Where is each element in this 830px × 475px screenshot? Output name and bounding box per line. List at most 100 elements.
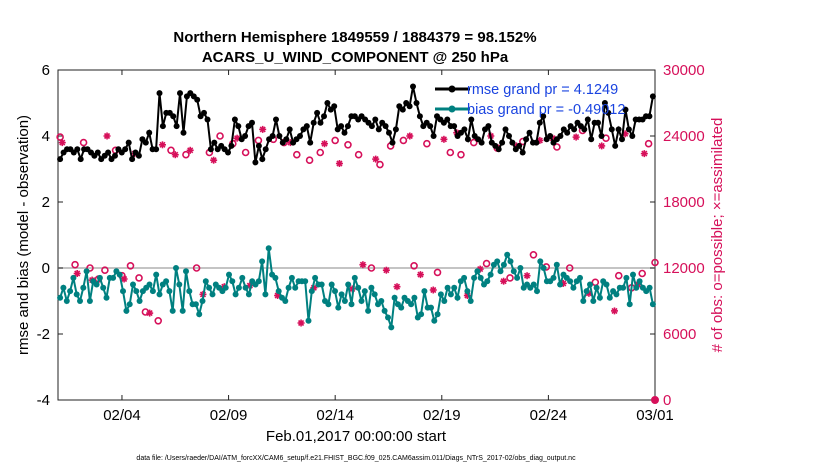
x-axis-label: Feb.01,2017 00:00:00 start xyxy=(266,428,447,445)
rmse-point xyxy=(255,142,262,149)
obs-possible-marker xyxy=(614,271,623,280)
bias-point xyxy=(116,271,123,278)
bias-point xyxy=(606,294,613,301)
obs-assimilated-marker xyxy=(523,272,531,280)
bias-point xyxy=(537,258,544,265)
bias-point xyxy=(408,301,415,308)
bias-point xyxy=(70,274,77,281)
obs-assimilated-marker xyxy=(259,125,267,133)
obs-possible-marker xyxy=(565,264,574,272)
bias-point xyxy=(302,278,309,285)
bias-point xyxy=(504,251,511,258)
obs-assimilated-marker xyxy=(297,319,305,327)
rmse-point xyxy=(341,129,348,136)
rmse-point xyxy=(595,119,601,126)
legend-swatch-marker xyxy=(448,105,456,113)
bias-point xyxy=(434,311,441,318)
bias-point xyxy=(93,281,100,288)
rmse-point xyxy=(382,123,389,130)
bias-point xyxy=(534,288,540,295)
y-right-tick-label: 24000 xyxy=(663,128,705,145)
bias-point xyxy=(206,284,213,291)
obs-zero-endpoint-marker xyxy=(651,396,659,404)
rmse-point xyxy=(259,156,266,163)
rmse-point xyxy=(269,133,276,139)
obs-possible-marker xyxy=(457,150,465,159)
rmse-point xyxy=(159,123,166,130)
bias-point xyxy=(388,324,395,331)
bias-point xyxy=(239,274,246,281)
bias-point xyxy=(120,288,126,295)
obs-assimilated-marker xyxy=(429,286,437,294)
obs-possible-marker xyxy=(101,266,109,275)
obs-assimilated-marker xyxy=(598,142,606,150)
obs-assimilated-stroke xyxy=(172,151,179,158)
rmse-point xyxy=(615,126,622,133)
bias-point xyxy=(110,274,117,281)
bias-point xyxy=(437,291,444,298)
bias-point xyxy=(235,284,242,291)
bias-point xyxy=(467,298,474,304)
bias-point xyxy=(123,307,130,314)
rmse-point xyxy=(372,116,379,123)
obs-assimilated-stroke xyxy=(74,270,81,277)
obs-assimilated-stroke xyxy=(611,307,618,314)
y-left-tick-label: 2 xyxy=(42,194,50,211)
rmse-point xyxy=(314,109,321,116)
obs-possible-marker xyxy=(469,138,478,147)
y-left-tick-label: 0 xyxy=(42,260,50,277)
obs-possible-marker xyxy=(254,136,263,145)
obs-assimilated-stroke xyxy=(573,134,580,141)
x-tick-label: 02/09 xyxy=(210,407,248,424)
rmse-point xyxy=(77,156,84,163)
rmse-point xyxy=(506,133,512,139)
y-right-tick-label: 6000 xyxy=(663,326,696,343)
obs-possible-marker xyxy=(79,138,88,147)
legend: rmse grand pr = 4.1249 bias grand pr = -0… xyxy=(435,82,625,118)
bias-point xyxy=(510,268,517,275)
bias-point xyxy=(100,284,107,291)
rmse-point xyxy=(598,133,605,139)
bias-point xyxy=(282,298,289,304)
rmse-point xyxy=(649,93,656,100)
rmse-point xyxy=(317,119,324,126)
obs-possible-marker xyxy=(433,268,442,277)
bias-point xyxy=(245,291,252,298)
rmse-point xyxy=(564,129,571,136)
rmse-point xyxy=(286,126,293,133)
obs-possible-marker xyxy=(529,251,538,259)
bias-point xyxy=(428,304,434,311)
obs-possible-marker xyxy=(506,274,514,282)
rmse-point xyxy=(125,139,132,146)
rmse-point xyxy=(129,156,136,163)
obs-assimilated-stroke xyxy=(121,275,128,283)
bias-point xyxy=(461,274,468,281)
y-left-tick-label: 6 xyxy=(42,62,50,79)
obs-possible-marker xyxy=(644,139,653,148)
rmse-point xyxy=(303,123,310,130)
bias-point xyxy=(540,265,547,271)
rmse-point xyxy=(430,133,437,139)
bias-point xyxy=(464,288,471,295)
bias-point xyxy=(318,281,325,288)
rmse-point xyxy=(451,123,458,130)
obs-assimilated-stroke xyxy=(641,150,648,157)
rmse-point xyxy=(523,136,530,143)
rmse-point xyxy=(608,126,615,133)
rmse-point xyxy=(368,123,375,130)
bias-point xyxy=(471,274,478,281)
bias-point xyxy=(222,284,229,291)
rmse-point xyxy=(629,133,636,139)
bias-point xyxy=(500,261,507,268)
rmse-point xyxy=(262,146,269,153)
y-right-tick-label: 30000 xyxy=(663,62,705,79)
bias-point xyxy=(633,284,640,291)
bias-point xyxy=(630,271,636,278)
rmse-point xyxy=(249,119,255,126)
chart-title-line2: ACARS_U_WIND_COMPONENT @ 250 hPa xyxy=(202,49,509,66)
bias-point xyxy=(146,281,153,288)
rmse-point xyxy=(142,139,149,146)
bias-point xyxy=(361,288,368,295)
rmse-point xyxy=(646,113,653,120)
